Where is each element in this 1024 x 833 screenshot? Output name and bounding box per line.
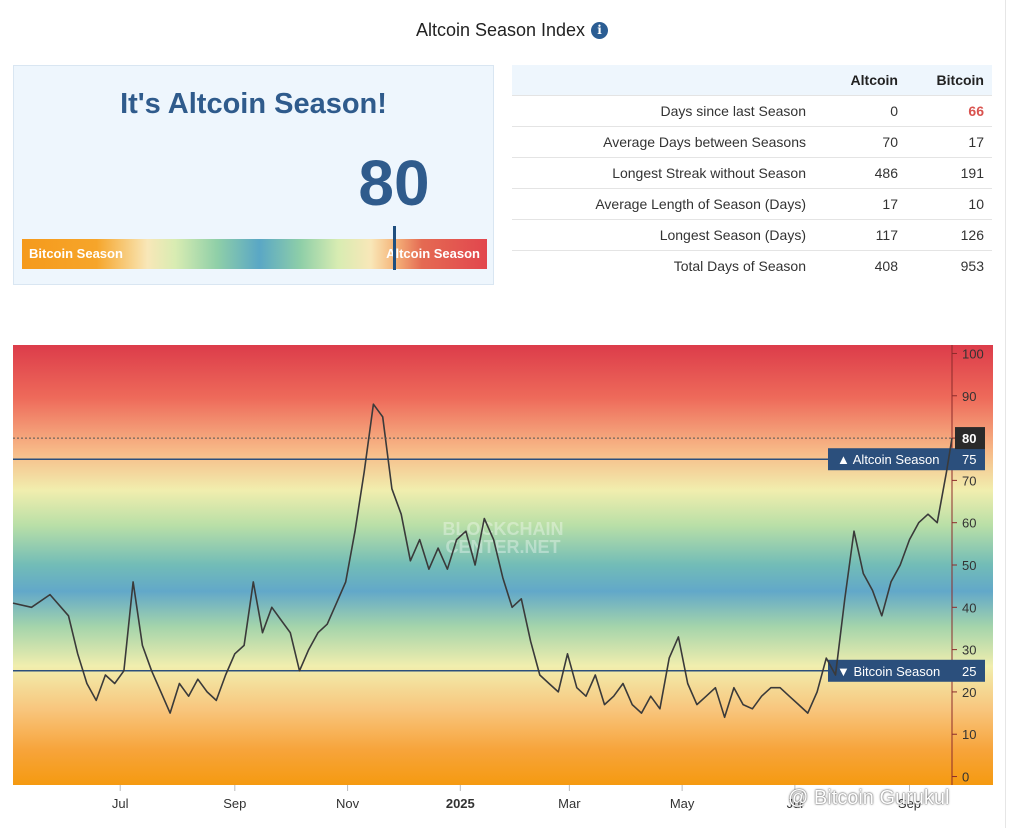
page-title-text: Altcoin Season Index bbox=[415, 20, 586, 40]
x-tick-label: Sep bbox=[898, 796, 921, 811]
watermark-line-1: BLOCKCHAIN bbox=[443, 519, 564, 539]
threshold-lines: ▲ Altcoin Season 75 ▼ Bitcoin Season 25 bbox=[13, 448, 985, 682]
stats-row-label: Longest Season (Days) bbox=[512, 219, 820, 251]
stats-header-blank bbox=[512, 65, 820, 96]
stats-row: Longest Season (Days) 117 126 bbox=[512, 219, 992, 251]
stats-altcoin-value: 117 bbox=[820, 219, 906, 251]
y-tick-label: 50 bbox=[962, 558, 976, 573]
y-tick-label: 60 bbox=[962, 516, 976, 531]
y-tick-label: 0 bbox=[962, 770, 969, 785]
threshold-value: 25 bbox=[962, 664, 976, 679]
stats-row-label: Total Days of Season bbox=[512, 250, 820, 281]
y-tick-label: 30 bbox=[962, 643, 976, 658]
info-icon[interactable]: i bbox=[591, 22, 609, 39]
season-stats-table: Altcoin Bitcoin Days since last Season 0 6… bbox=[512, 65, 992, 281]
threshold-label: ▲ Altcoin Season bbox=[837, 452, 939, 467]
chart-watermark: BLOCKCHAIN CENTER.NET bbox=[443, 519, 564, 557]
threshold-label: ▼ Bitcoin Season bbox=[837, 664, 940, 679]
stats-bitcoin-value: 191 bbox=[906, 157, 992, 189]
stats-bitcoin-value: 953 bbox=[906, 250, 992, 281]
chart-plot-background bbox=[13, 345, 993, 785]
image-credit: @ Bitcoin Gurukul bbox=[788, 787, 950, 809]
stats-row: Longest Streak without Season 486 191 bbox=[512, 157, 992, 189]
y-tick-label: 100 bbox=[962, 346, 984, 361]
stats-header-row: Altcoin Bitcoin bbox=[512, 65, 992, 96]
threshold-badge bbox=[828, 659, 985, 682]
season-headline: It's Altcoin Season! bbox=[120, 88, 387, 120]
stats-altcoin-value: 17 bbox=[820, 188, 906, 220]
stats-row-label: Longest Streak without Season bbox=[512, 157, 820, 189]
x-tick-label: Mar bbox=[558, 796, 581, 811]
stats-row: Total Days of Season 408 953 bbox=[512, 250, 992, 281]
page-title: Altcoin Season Index i bbox=[0, 20, 1024, 41]
gauge-bitcoin-season-label: Bitcoin Season bbox=[29, 246, 123, 261]
current-value-marker: 80 bbox=[13, 427, 985, 450]
stats-header-altcoin: Altcoin bbox=[820, 65, 906, 96]
current-value-label: 80 bbox=[962, 431, 976, 446]
stats-bitcoin-value: 10 bbox=[906, 188, 992, 220]
y-tick-label: 90 bbox=[962, 389, 976, 404]
y-tick-label: 10 bbox=[962, 727, 976, 742]
watermark-line-2: CENTER.NET bbox=[445, 537, 560, 557]
season-card: It's Altcoin Season! 80 Bitcoin Season A… bbox=[13, 65, 494, 285]
season-gauge-bar: Bitcoin Season Altcoin Season bbox=[22, 226, 487, 270]
season-index-value: 80 bbox=[358, 147, 430, 219]
season-index-chart[interactable]: BLOCKCHAIN CENTER.NET Jul Sep Nov 2025 Mar Ma… bbox=[0, 340, 1010, 828]
stats-bitcoin-value: 66 bbox=[906, 95, 992, 127]
stats-altcoin-value: 408 bbox=[820, 250, 906, 281]
stats-row: Average Length of Season (Days) 17 10 bbox=[512, 188, 992, 220]
x-tick-label: Jul bbox=[787, 796, 804, 811]
stats-bitcoin-value: 17 bbox=[906, 126, 992, 158]
x-tick-label: Sep bbox=[223, 796, 246, 811]
y-tick-label: 70 bbox=[962, 473, 976, 488]
y-tick-label: 40 bbox=[962, 600, 976, 615]
y-tick-label: 20 bbox=[962, 685, 976, 700]
threshold-badge bbox=[828, 448, 985, 471]
stats-row-label: Average Length of Season (Days) bbox=[512, 188, 820, 220]
x-tick-label: 2025 bbox=[446, 796, 475, 811]
x-tick-label: May bbox=[670, 796, 695, 811]
stats-row-label: Average Days between Seasons bbox=[512, 126, 820, 158]
x-axis-ticks: Jul Sep Nov 2025 Mar May Jul Sep bbox=[112, 785, 921, 811]
x-tick-label: Jul bbox=[112, 796, 129, 811]
stats-altcoin-value: 486 bbox=[820, 157, 906, 189]
stats-header-bitcoin: Bitcoin bbox=[906, 65, 992, 96]
gauge-altcoin-season-label: Altcoin Season bbox=[386, 246, 480, 261]
chart-svg: BLOCKCHAIN CENTER.NET Jul Sep Nov 2025 Mar Ma… bbox=[12, 345, 993, 811]
stats-row-label: Days since last Season bbox=[512, 95, 820, 127]
page-right-border bbox=[1005, 0, 1006, 828]
stats-row: Days since last Season 0 66 bbox=[512, 95, 992, 127]
current-value-badge bbox=[955, 427, 985, 450]
stats-altcoin-value: 0 bbox=[820, 95, 906, 127]
series-line bbox=[12, 403, 953, 719]
x-tick-label: Nov bbox=[336, 796, 360, 811]
gauge-marker bbox=[392, 226, 396, 270]
threshold-value: 75 bbox=[962, 452, 976, 467]
stats-bitcoin-value: 126 bbox=[906, 219, 992, 251]
stats-row: Average Days between Seasons 70 17 bbox=[512, 126, 992, 158]
stats-altcoin-value: 70 bbox=[820, 126, 906, 158]
